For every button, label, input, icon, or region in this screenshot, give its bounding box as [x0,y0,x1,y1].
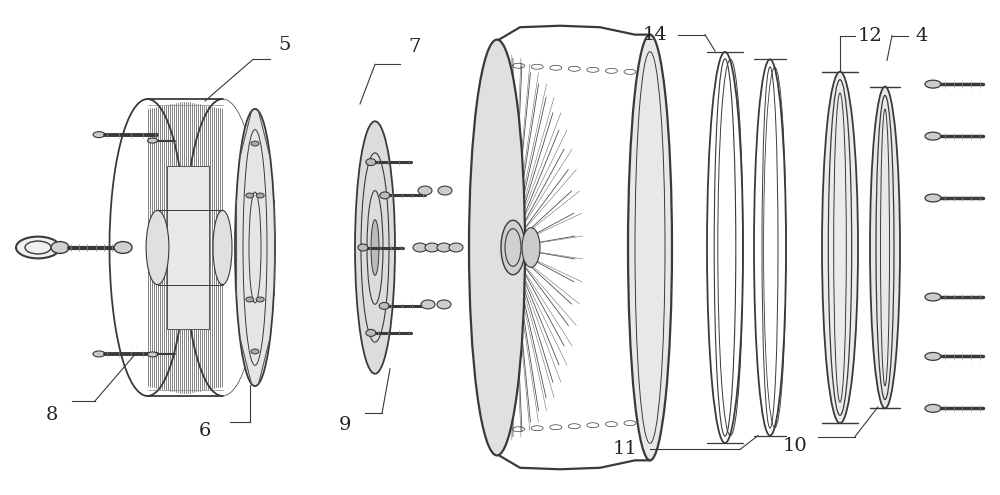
Ellipse shape [925,352,941,360]
Ellipse shape [822,72,858,423]
Ellipse shape [437,300,451,309]
Text: 11: 11 [613,441,637,458]
Text: 7: 7 [409,38,421,56]
Ellipse shape [51,242,69,253]
Ellipse shape [366,330,376,337]
Ellipse shape [469,40,525,455]
Ellipse shape [256,297,264,302]
Ellipse shape [379,302,389,309]
Ellipse shape [380,192,390,199]
Text: 8: 8 [46,406,58,424]
Ellipse shape [148,138,158,143]
Ellipse shape [870,87,900,408]
Ellipse shape [235,109,275,386]
Ellipse shape [355,121,395,374]
Bar [167,166,209,329]
Ellipse shape [522,228,540,267]
Text: 6: 6 [199,422,211,440]
Ellipse shape [256,193,264,198]
Ellipse shape [251,141,259,146]
Text: 9: 9 [339,416,351,434]
Text: 4: 4 [916,27,928,45]
Ellipse shape [146,210,169,285]
Text: 14: 14 [643,26,667,44]
Ellipse shape [93,351,105,357]
Ellipse shape [148,352,158,357]
Text: 5: 5 [279,36,291,53]
Ellipse shape [93,132,105,138]
Ellipse shape [251,349,259,354]
Ellipse shape [501,220,525,275]
Ellipse shape [925,293,941,301]
Ellipse shape [246,297,254,302]
Ellipse shape [413,243,427,252]
Ellipse shape [449,243,463,252]
Ellipse shape [425,243,439,252]
Ellipse shape [925,404,941,412]
Ellipse shape [418,186,432,195]
Ellipse shape [366,158,376,165]
Text: 12: 12 [858,27,882,45]
Ellipse shape [114,242,132,253]
Ellipse shape [437,243,451,252]
Ellipse shape [628,35,672,460]
Text: 10: 10 [783,438,807,455]
Ellipse shape [925,132,941,140]
Ellipse shape [925,80,941,88]
Ellipse shape [371,220,379,275]
Ellipse shape [16,237,60,258]
Ellipse shape [421,300,435,309]
Ellipse shape [438,186,452,195]
Ellipse shape [358,244,368,251]
Ellipse shape [246,193,254,198]
Ellipse shape [213,210,232,285]
Ellipse shape [925,194,941,202]
